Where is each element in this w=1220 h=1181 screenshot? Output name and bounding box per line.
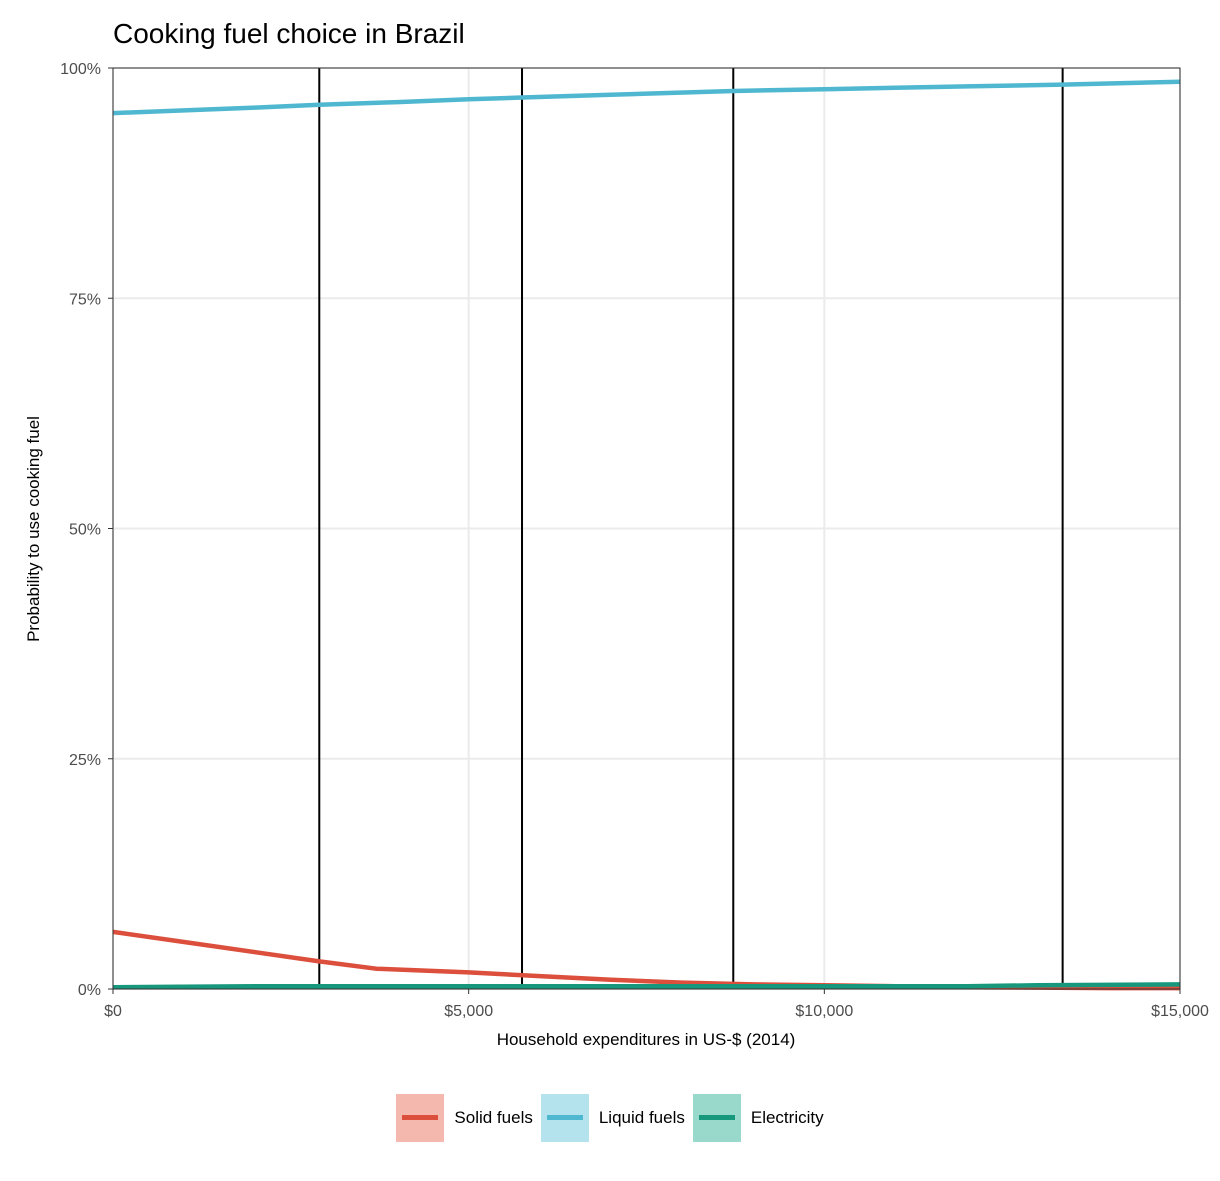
x-tick-labels: $0 $5,000 $10,000 $15,000 [104,989,1209,1020]
legend-item-liquid-fuels: Liquid fuels [540,1094,685,1142]
chart-title: Cooking fuel choice in Brazil [113,18,465,49]
y-tick-label: 0% [78,982,101,999]
y-tick-label: 25% [69,752,101,769]
x-tick-label: $15,000 [1151,1003,1209,1020]
legend-label: Solid fuels [454,1108,533,1127]
series-layer [112,79,1181,991]
y-tick-label: 75% [69,291,101,308]
legend-key-liquid-fuels [540,1094,589,1142]
legend-key-electricity [692,1094,741,1142]
x-tick-label: $5,000 [444,1003,493,1020]
series-line-solid-fuels [112,929,1180,991]
legend-key-line [698,1115,735,1120]
legend-item-electricity: Electricity [692,1094,824,1142]
y-tick-label: 100% [60,61,101,78]
vertical-lines-layer [318,68,1064,989]
grid-layer [112,67,1181,990]
series-line-liquid-fuels [112,79,1181,116]
x-axis-title: Household expenditures in US-$ (2014) [497,1030,796,1049]
x-tick-label: $10,000 [795,1003,853,1020]
legend-key-solid-fuels [396,1094,445,1142]
y-tick-labels: 0% 25% 50% 75% 100% [60,61,113,999]
legend-key-line [546,1115,583,1120]
series-line-electricity [112,982,1181,990]
legend-label: Liquid fuels [598,1108,685,1127]
legend-item-solid-fuels: Solid fuels [396,1094,533,1142]
legend-label: Electricity [750,1108,824,1127]
legend: Solid fuels Liquid fuels Electricity [0,1094,1220,1142]
y-tick-label: 50% [69,522,101,539]
y-axis-title: Probability to use cooking fuel [24,416,43,642]
legend-key-line [402,1115,439,1120]
x-tick-label: $0 [104,1003,122,1020]
